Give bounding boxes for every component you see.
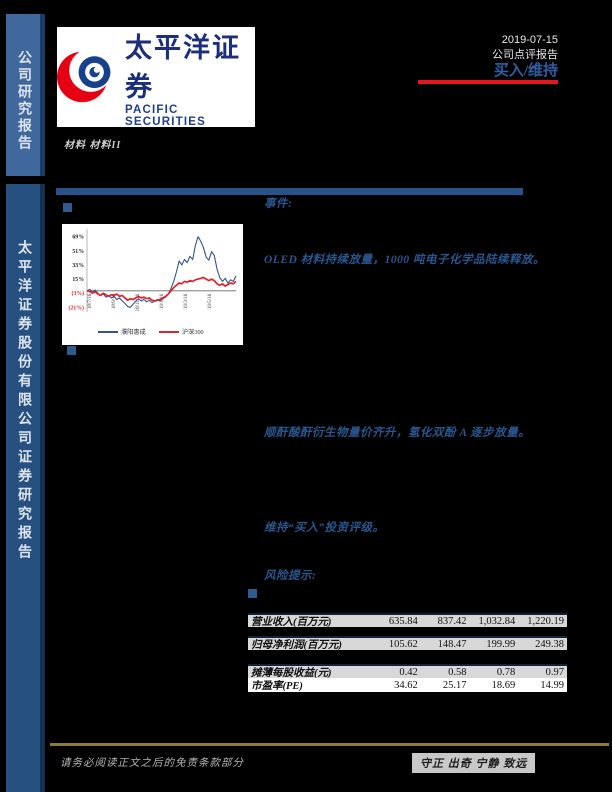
row-label: 摊薄每股收益(元) <box>251 667 332 679</box>
event-heading: 事件: <box>264 198 293 210</box>
svg-text:濮阳惠成: 濮阳惠成 <box>121 328 146 336</box>
row-label: 归母净利润(百万元) <box>251 639 342 651</box>
rating-badge: 买入/维持 <box>493 63 558 79</box>
svg-text:51%: 51% <box>72 249 84 255</box>
bullet-square-3 <box>248 589 257 598</box>
blue-divider-bar <box>56 188 523 195</box>
table-row: 营业收入(百万元) 635.84 837.42 1,032.84 1,220.1… <box>248 613 567 628</box>
table-gap <box>248 650 567 664</box>
point-2: 顺酐酸酐衍生物量价齐升，氢化双酚 A 逐步放量。 <box>264 427 531 439</box>
cell: 105.62 <box>388 638 418 650</box>
cell: 25.17 <box>442 679 467 691</box>
sidebar-firm-research: 太平洋证券股份有限公司证券研究报告 <box>6 184 45 792</box>
cell: 0.58 <box>448 666 467 678</box>
point-1: OLED 材料持续放量，1000 吨电子化学品陆续释放。 <box>264 254 546 266</box>
cell: 249.38 <box>535 638 564 650</box>
table-row: 摊薄每股收益(元) 0.42 0.58 0.78 0.97 <box>248 664 567 679</box>
pacific-securities-icon <box>57 39 117 116</box>
cell: 0.97 <box>545 666 564 678</box>
cell: 34.62 <box>394 679 418 691</box>
svg-text:18/7/16: 18/7/16 <box>88 293 93 309</box>
footer-disclaimer: 请务必阅读正文之后的免责条款部分 <box>60 758 244 769</box>
sidebar-top-label: 公司研究报告 <box>16 50 31 152</box>
sector-label: 材料 材料II <box>64 140 122 151</box>
financial-forecast-table: 营业收入(百万元) 635.84 837.42 1,032.84 1,220.1… <box>248 613 567 692</box>
svg-text:18/9/16: 18/9/16 <box>112 293 117 309</box>
svg-text:19/3/16: 19/3/16 <box>184 293 189 309</box>
bullet-square-2 <box>67 346 76 355</box>
cell: 0.78 <box>496 666 516 678</box>
svg-text:沪深300: 沪深300 <box>182 328 204 336</box>
bullet-square-1 <box>63 203 72 212</box>
cell: 0.42 <box>399 666 418 678</box>
svg-text:15%: 15% <box>72 277 84 283</box>
row-label: 市盈率(PE) <box>251 680 303 692</box>
cell: 148.47 <box>437 638 467 650</box>
row-label: 营业收入(百万元) <box>251 616 332 628</box>
report-meta: 2019-07-15 公司点评报告 买入/维持 <box>492 33 558 79</box>
svg-text:69%: 69% <box>72 235 84 241</box>
table-row: 归母净利润(百万元) 105.62 148.47 199.99 249.38 <box>248 636 567 651</box>
cell: 635.84 <box>388 615 418 627</box>
logo-en: PACIFIC SECURITIES <box>125 104 207 128</box>
red-rule <box>418 80 558 84</box>
logo: 太平洋证券 PACIFIC SECURITIES <box>57 26 255 128</box>
sidebar-bottom-label: 太平洋证券股份有限公司证券研究报告 <box>16 240 31 563</box>
cell: 1,032.84 <box>478 615 516 627</box>
logo-text: 太平洋证券 PACIFIC SECURITIES <box>125 26 255 128</box>
logo-cn: 太平洋证券 <box>125 33 241 102</box>
cell: 1,220.19 <box>527 615 564 627</box>
table-row: 市盈率(PE) 34.62 25.17 18.69 14.99 <box>248 678 567 692</box>
footer-motto: 守正 出奇 宁静 致远 <box>412 753 536 773</box>
report-date: 2019-07-15 <box>501 34 558 46</box>
cell: 14.99 <box>540 679 564 691</box>
svg-text:19/1/16: 19/1/16 <box>160 293 165 309</box>
svg-text:(3%): (3%) <box>71 290 84 297</box>
gold-rule <box>50 743 609 746</box>
svg-text:19/5/16: 19/5/16 <box>208 293 213 309</box>
svg-text:18/11/16: 18/11/16 <box>136 293 141 311</box>
svg-text:33%: 33% <box>72 263 84 269</box>
risk-heading: 风险提示: <box>264 570 317 582</box>
report-type: 公司点评报告 <box>492 49 558 61</box>
cell: 837.42 <box>437 615 467 627</box>
sidebar-company-research: 公司研究报告 <box>6 14 45 176</box>
cell: 18.69 <box>491 679 516 691</box>
svg-text:(21%): (21%) <box>69 304 85 311</box>
relative-performance-chart: 69% 51% 33% 15% (3%) (21%) 18/7/16 18/9/16 18/11… <box>62 224 243 345</box>
relative-performance-chart-svg: 69% 51% 33% 15% (3%) (21%) 18/7/16 18/9/16 18/11… <box>69 229 237 336</box>
point-3: 维持“买入”投资评级。 <box>264 522 385 534</box>
cell: 199.99 <box>486 638 516 650</box>
